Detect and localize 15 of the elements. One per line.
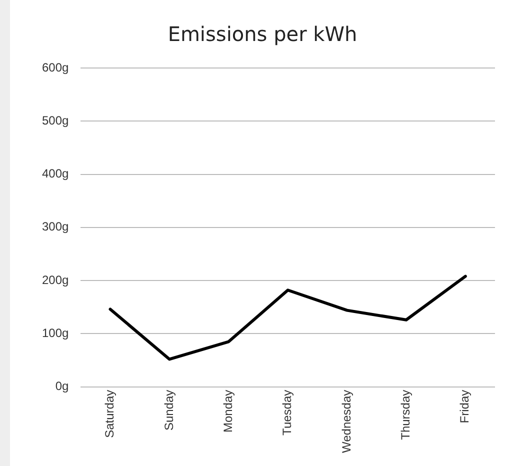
x-tick-label: Wednesday bbox=[339, 390, 354, 454]
y-tick-label: 300g bbox=[42, 220, 69, 234]
x-tick-label: Sunday bbox=[162, 390, 176, 431]
x-tick-label: Saturday bbox=[102, 390, 117, 438]
x-tick-label: Friday bbox=[458, 390, 472, 424]
x-tick-label: Monday bbox=[220, 390, 235, 433]
y-tick-label: 0g bbox=[55, 379, 69, 394]
y-tick-label: 200g bbox=[42, 272, 69, 287]
y-tick-label: 600g bbox=[42, 60, 69, 74]
y-tick-label: 400g bbox=[42, 166, 69, 181]
y-tick-label: 500g bbox=[42, 113, 69, 128]
chart-title: Emissions per kWh bbox=[168, 22, 358, 46]
y-tick-label: 100g bbox=[42, 326, 69, 340]
x-tick-label: Tuesday bbox=[280, 390, 294, 436]
x-tick-label: Thursday bbox=[398, 390, 413, 440]
